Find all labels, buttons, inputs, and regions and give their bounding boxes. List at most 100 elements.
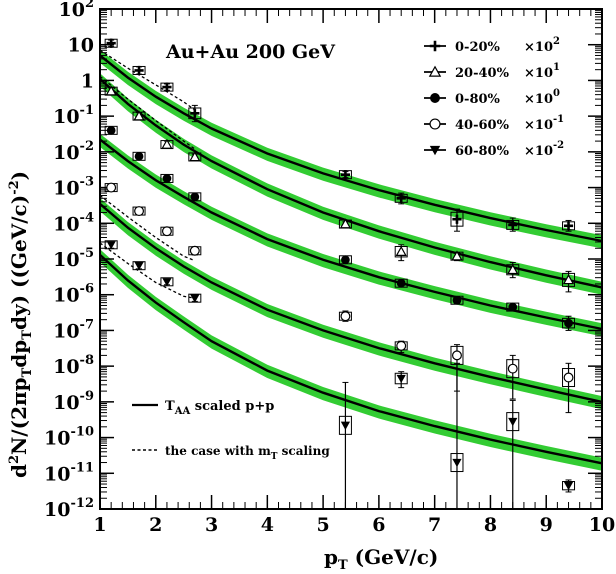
point-20-40% bbox=[189, 151, 201, 162]
curve-20-40% bbox=[99, 78, 603, 289]
legend-scale: ×10-1 bbox=[524, 114, 564, 133]
legend-marker-20-40% bbox=[428, 65, 442, 77]
point-0-20% bbox=[563, 221, 574, 231]
line-legend: TAA scaled p+p the case with mT scaling bbox=[132, 399, 330, 462]
syst-box bbox=[188, 107, 202, 120]
point-40-60% bbox=[189, 245, 200, 256]
point-0-20% bbox=[508, 220, 518, 230]
point-0-20% bbox=[190, 108, 200, 118]
y-tick-label: 10-8 bbox=[53, 353, 94, 378]
x-tick-label: 5 bbox=[316, 514, 329, 536]
syst-box bbox=[506, 359, 520, 379]
point-0-80% bbox=[190, 192, 200, 202]
legend-scale: ×100 bbox=[524, 88, 560, 107]
point-layer bbox=[104, 38, 576, 509]
point-40-60% bbox=[134, 206, 145, 217]
point-20-40% bbox=[133, 110, 145, 121]
y-tick-label: 10-5 bbox=[53, 246, 94, 271]
point-0-20% bbox=[162, 82, 172, 92]
point-40-60% bbox=[507, 363, 518, 374]
dashed-curve-20-40% bbox=[99, 75, 196, 150]
x-tick-label: 2 bbox=[149, 514, 162, 536]
y-tick-label: 10-1 bbox=[53, 103, 94, 128]
point-60-80% bbox=[508, 417, 518, 427]
x-tick-label: 7 bbox=[428, 514, 441, 536]
band-40-60% bbox=[100, 198, 602, 410]
y-tick-label: 10-6 bbox=[53, 282, 94, 307]
point-40-60% bbox=[452, 350, 462, 361]
point-20-40% bbox=[161, 138, 173, 149]
dashed-curve-40-60% bbox=[99, 194, 196, 262]
syst-box bbox=[450, 453, 464, 473]
y-tick-label: 10-3 bbox=[53, 175, 94, 200]
axis-ticks bbox=[99, 8, 603, 510]
point-0-20% bbox=[134, 65, 144, 76]
syst-box bbox=[450, 211, 464, 227]
point-60-80% bbox=[396, 374, 406, 384]
legend-scale: ×102 bbox=[524, 36, 560, 55]
plot-title: Au+Au 200 GeV bbox=[165, 41, 336, 63]
point-0-80% bbox=[396, 278, 406, 288]
y-tick-labels: 10-1210-1110-1010-910-810-710-610-510-41… bbox=[44, 0, 94, 521]
legend-label: 40-60% bbox=[455, 118, 510, 133]
band-0-20% bbox=[100, 49, 602, 249]
point-60-80% bbox=[452, 458, 462, 468]
point-60-80% bbox=[106, 241, 116, 250]
point-40-60% bbox=[563, 372, 574, 383]
point-0-80% bbox=[508, 302, 518, 312]
legend-scale: ×10-2 bbox=[524, 140, 564, 159]
plot-frame bbox=[99, 8, 603, 510]
legend-marker-0-80% bbox=[430, 93, 440, 103]
syst-box bbox=[562, 368, 576, 388]
point-0-20% bbox=[106, 38, 116, 48]
point-60-80% bbox=[340, 421, 351, 430]
y-tick-label: 1 bbox=[81, 70, 94, 92]
curve-0-80% bbox=[99, 138, 603, 331]
point-60-80% bbox=[190, 294, 200, 303]
band-0-80% bbox=[100, 133, 602, 337]
syst-box bbox=[562, 272, 576, 287]
point-20-40% bbox=[451, 250, 463, 261]
point-40-60% bbox=[106, 182, 117, 193]
band-layer bbox=[100, 49, 602, 471]
x-tick-label: 6 bbox=[372, 514, 385, 536]
legend-marker-0-20% bbox=[429, 40, 441, 52]
dashed-line-legend-label: the case with mT scaling bbox=[165, 444, 330, 462]
point-20-40% bbox=[395, 245, 407, 256]
point-0-80% bbox=[162, 174, 172, 183]
y-tick-label: 10-11 bbox=[44, 460, 94, 485]
legend-scale: ×101 bbox=[524, 62, 560, 81]
x-tick-labels: 1 2 3 4 5 6 7 8 9 10 bbox=[93, 514, 615, 536]
point-60-80% bbox=[563, 481, 574, 491]
point-0-20% bbox=[340, 170, 351, 180]
point-60-80% bbox=[134, 262, 144, 271]
point-40-60% bbox=[340, 311, 351, 322]
band-20-40% bbox=[100, 73, 602, 295]
syst-box bbox=[394, 372, 408, 385]
point-20-40% bbox=[339, 218, 352, 229]
legend-marker-60-80% bbox=[429, 145, 441, 156]
legend: 0-20% ×102 20-40% ×101 0-80% ×100 40-60% ×10-1 6… bbox=[424, 36, 564, 159]
point-0-20% bbox=[396, 193, 406, 203]
point-20-40% bbox=[507, 263, 519, 275]
y-tick-label: 102 bbox=[59, 0, 95, 21]
x-tick-label: 10 bbox=[589, 514, 615, 536]
y-tick-label: 10-7 bbox=[53, 317, 94, 342]
y-tick-label: 10-9 bbox=[53, 389, 94, 414]
curve-0-20% bbox=[99, 54, 603, 243]
syst-box bbox=[562, 317, 576, 329]
dashed-curve-60-80% bbox=[99, 242, 195, 299]
point-60-80% bbox=[162, 278, 172, 287]
dashed-curve-0-20% bbox=[99, 49, 196, 111]
legend-marker-40-60% bbox=[429, 118, 441, 130]
curve-60-80% bbox=[99, 254, 603, 465]
x-tick-label: 9 bbox=[540, 514, 553, 536]
band-60-80% bbox=[100, 249, 602, 471]
legend-label: 60-80% bbox=[455, 144, 510, 159]
point-0-80% bbox=[134, 151, 144, 161]
point-20-40% bbox=[562, 274, 575, 285]
x-tick-label: 8 bbox=[484, 514, 497, 536]
x-tick-label: 1 bbox=[93, 514, 106, 536]
point-40-60% bbox=[161, 226, 172, 237]
